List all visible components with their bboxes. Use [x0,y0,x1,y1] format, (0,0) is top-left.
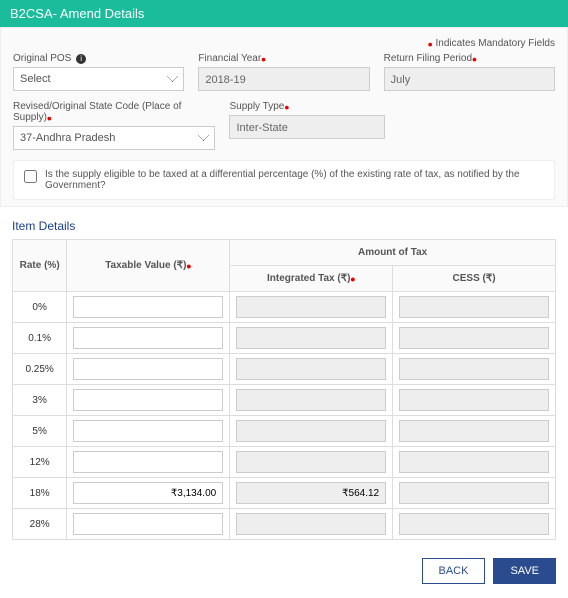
field-return-period: Return Filing Period• July [384,53,555,91]
differential-tax-checkbox[interactable] [24,170,37,183]
label-supply-type: Supply Type• [229,101,385,112]
differential-tax-label: Is the supply eligible to be taxed at a … [45,169,544,191]
form-row-1: Original POS i Select Financial Year• 20… [13,53,555,91]
integrated-input [236,420,386,442]
save-button[interactable]: SAVE [493,558,556,584]
table-row: 18% [13,478,556,509]
form-row-2: Revised/Original State Code (Place of Su… [13,101,555,150]
integrated-input [236,513,386,535]
mandatory-icon: • [350,271,355,287]
input-return-period: July [384,67,555,91]
select-original-pos[interactable]: Select [13,67,184,91]
items-table: Rate (%) Taxable Value (₹)• Amount of Ta… [12,239,556,540]
cess-input [399,327,549,349]
integrated-input [236,451,386,473]
taxable-input[interactable] [73,482,223,504]
cess-input [399,420,549,442]
col-integrated: Integrated Tax (₹)• [230,266,393,292]
cess-input [399,451,549,473]
integrated-input [236,389,386,411]
rate-cell: 0% [13,292,67,323]
label-return-period: Return Filing Period• [384,53,555,64]
field-original-pos: Original POS i Select [13,53,184,91]
rate-cell: 3% [13,385,67,416]
col-taxable: Taxable Value (₹)• [67,240,230,292]
integrated-input [236,327,386,349]
label-original-pos: Original POS i [13,53,184,64]
rate-cell: 5% [13,416,67,447]
label-financial-year: Financial Year• [198,53,369,64]
mandatory-note: • Indicates Mandatory Fields [13,38,555,49]
rate-cell: 28% [13,509,67,540]
taxable-input[interactable] [73,513,223,535]
taxable-input[interactable] [73,389,223,411]
spacer-col [399,101,555,150]
info-icon[interactable]: i [76,54,86,64]
cess-input [399,513,549,535]
table-row: 0% [13,292,556,323]
taxable-input[interactable] [73,420,223,442]
mandatory-icon: • [284,99,289,115]
col-amount-of-tax: Amount of Tax [230,240,556,266]
mandatory-icon: • [186,258,191,274]
mandatory-icon: • [47,110,52,126]
page-title: B2CSA- Amend Details [10,6,144,21]
taxable-input[interactable] [73,358,223,380]
mandatory-icon: • [472,51,477,67]
table-row: 5% [13,416,556,447]
taxable-input[interactable] [73,327,223,349]
cess-input [399,358,549,380]
rate-cell: 0.25% [13,354,67,385]
mandatory-icon: • [261,51,266,67]
cess-input [399,389,549,411]
integrated-input [236,358,386,380]
col-rate: Rate (%) [13,240,67,292]
rate-cell: 18% [13,478,67,509]
button-row: BACK SAVE [0,558,568,598]
taxable-input[interactable] [73,451,223,473]
page-header: B2CSA- Amend Details [0,0,568,27]
col-cess: CESS (₹) [393,266,556,292]
table-row: 3% [13,385,556,416]
rate-cell: 0.1% [13,323,67,354]
field-supply-type: Supply Type• Inter-State [229,101,385,150]
cess-input [399,482,549,504]
item-details-title: Item Details [12,219,568,233]
table-row: 0.1% [13,323,556,354]
back-button[interactable]: BACK [422,558,486,584]
differential-tax-row: Is the supply eligible to be taxed at a … [13,160,555,200]
mandatory-icon: • [428,36,433,52]
rate-cell: 12% [13,447,67,478]
field-financial-year: Financial Year• 2018-19 [198,53,369,91]
form-panel: • Indicates Mandatory Fields Original PO… [0,27,568,207]
label-state-code: Revised/Original State Code (Place of Su… [13,101,215,123]
input-financial-year: 2018-19 [198,67,369,91]
cess-input [399,296,549,318]
field-state-code: Revised/Original State Code (Place of Su… [13,101,215,150]
input-supply-type: Inter-State [229,115,385,139]
integrated-input [236,296,386,318]
integrated-input [236,482,386,504]
select-state-code[interactable]: 37-Andhra Pradesh [13,126,215,150]
taxable-input[interactable] [73,296,223,318]
table-row: 12% [13,447,556,478]
table-row: 0.25% [13,354,556,385]
table-row: 28% [13,509,556,540]
